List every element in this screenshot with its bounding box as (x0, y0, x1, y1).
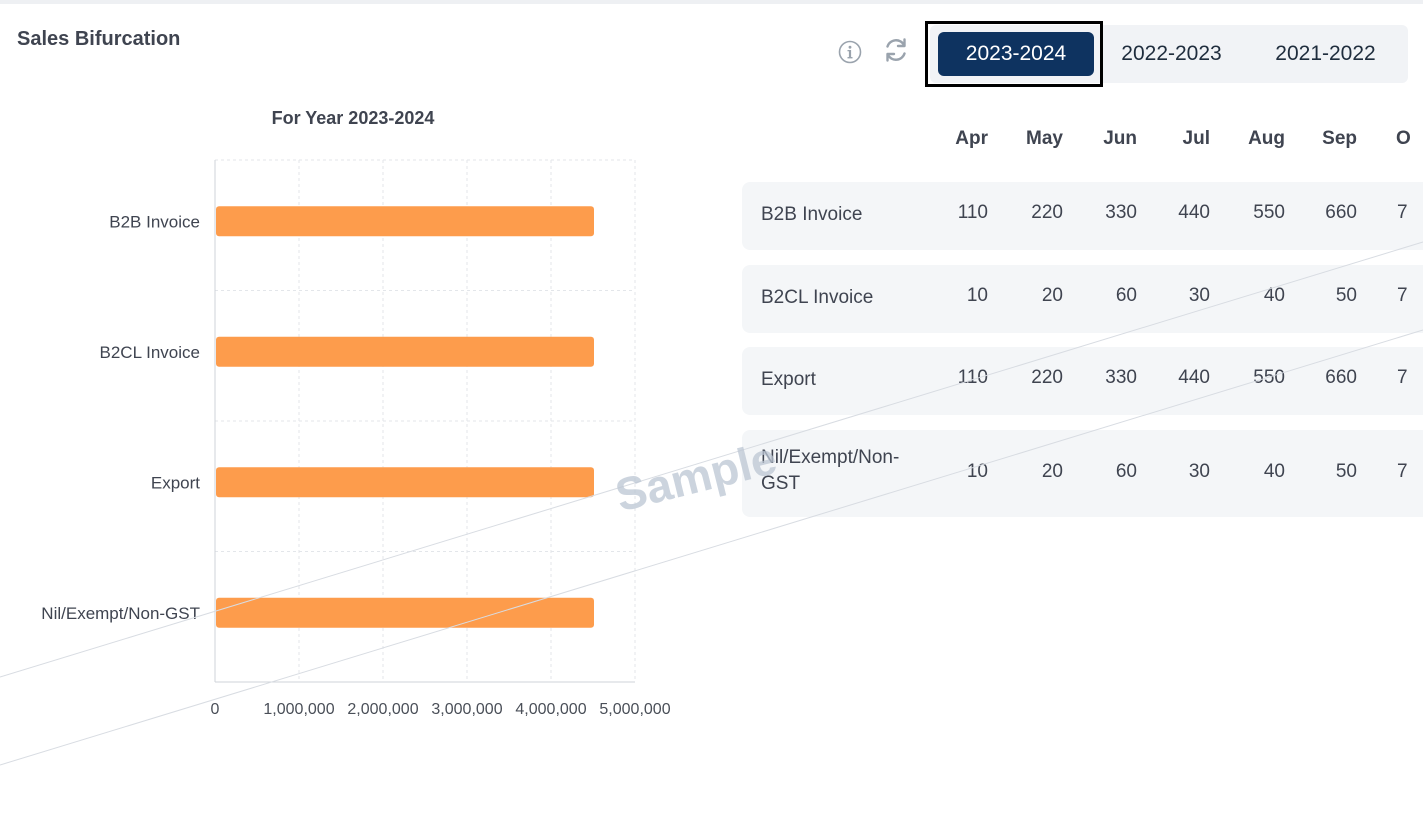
x-tick-label: 3,000,000 (431, 701, 502, 718)
chart-title: For Year 2023-2024 (271, 108, 435, 128)
bar[interactable] (216, 467, 594, 498)
month-header: Apr (955, 128, 988, 149)
table-row: B2B Invoice 110 220 330 440 550 660 7 (742, 182, 1423, 250)
x-tick-label: 4,000,000 (515, 701, 586, 718)
table-cell: 440 (1178, 202, 1210, 223)
table-cell: 660 (1325, 202, 1357, 223)
y-tick-label: Nil/Exempt/Non-GST (41, 604, 200, 623)
y-tick-label: Export (151, 473, 200, 492)
bar[interactable] (216, 206, 594, 237)
row-label: B2CL Invoice (761, 287, 874, 308)
table-cell: 220 (1031, 202, 1063, 223)
table-cell: 110 (957, 202, 988, 223)
table-cell: 7 (1397, 367, 1408, 388)
table-cell: 50 (1335, 285, 1357, 306)
bar[interactable] (216, 597, 594, 628)
row-label: B2B Invoice (761, 204, 863, 225)
row-label: Nil/Exempt/Non-GST (761, 447, 900, 494)
info-icon[interactable] (836, 38, 864, 66)
card-top-border (0, 0, 1423, 4)
y-tick-label: B2B Invoice (109, 212, 200, 231)
table-cell: 50 (1335, 461, 1357, 482)
table-cell: 30 (1188, 285, 1210, 306)
x-tick-label: 5,000,000 (599, 701, 670, 718)
year-tabs: 2023-2024 2022-2023 2021-2022 (930, 25, 1408, 83)
table-cell: 10 (966, 461, 988, 482)
table-cell: 550 (1253, 367, 1285, 388)
table-cell: 7 (1397, 202, 1408, 223)
table-cell: 660 (1325, 367, 1357, 388)
table-row: B2CL Invoice 10 20 60 30 40 50 7 (742, 265, 1423, 333)
month-header: Sep (1322, 128, 1357, 149)
month-header: May (1026, 128, 1063, 149)
month-header: O (1396, 128, 1411, 149)
table-cell: 550 (1253, 202, 1285, 223)
tab-2022-2023[interactable]: 2022-2023 (1121, 42, 1222, 65)
table-cell: 20 (1041, 461, 1063, 482)
table-cell: 440 (1178, 367, 1210, 388)
bar-chart: 0 1,000,000 2,000,000 3,000,000 4,000,000 5,0… (41, 159, 671, 718)
x-tick-label: 2,000,000 (347, 701, 418, 718)
table-cell: 40 (1263, 285, 1285, 306)
tab-2021-2022[interactable]: 2021-2022 (1275, 42, 1376, 65)
bar[interactable] (216, 336, 594, 367)
table-cell: 60 (1115, 461, 1137, 482)
table-cell: 10 (966, 285, 988, 306)
table-cell: 30 (1188, 461, 1210, 482)
table-cell: 60 (1115, 285, 1137, 306)
table-cell: 110 (957, 367, 988, 388)
table-cell: 220 (1031, 367, 1063, 388)
table-cell: 20 (1041, 285, 1063, 306)
table-row: Nil/Exempt/Non-GST 10 20 60 30 40 50 7 (742, 430, 1423, 517)
refresh-icon[interactable] (882, 36, 910, 64)
month-header: Jun (1103, 128, 1137, 149)
tab-2023-2024[interactable]: 2023-2024 (938, 32, 1094, 76)
table-cell: 7 (1397, 461, 1408, 482)
y-tick-label: B2CL Invoice (100, 343, 200, 362)
page-title: Sales Bifurcation (17, 28, 181, 50)
table-cell: 330 (1105, 202, 1137, 223)
x-tick-label: 1,000,000 (263, 701, 334, 718)
month-header: Aug (1248, 128, 1285, 149)
table-cell: 40 (1263, 461, 1285, 482)
table-cell: 330 (1105, 367, 1137, 388)
month-header: Jul (1182, 128, 1210, 149)
table-row: Export 110 220 330 440 550 660 7 (742, 347, 1423, 415)
row-label: Export (761, 369, 816, 390)
x-tick-label: 0 (211, 701, 220, 718)
table-cell: 7 (1397, 285, 1408, 306)
